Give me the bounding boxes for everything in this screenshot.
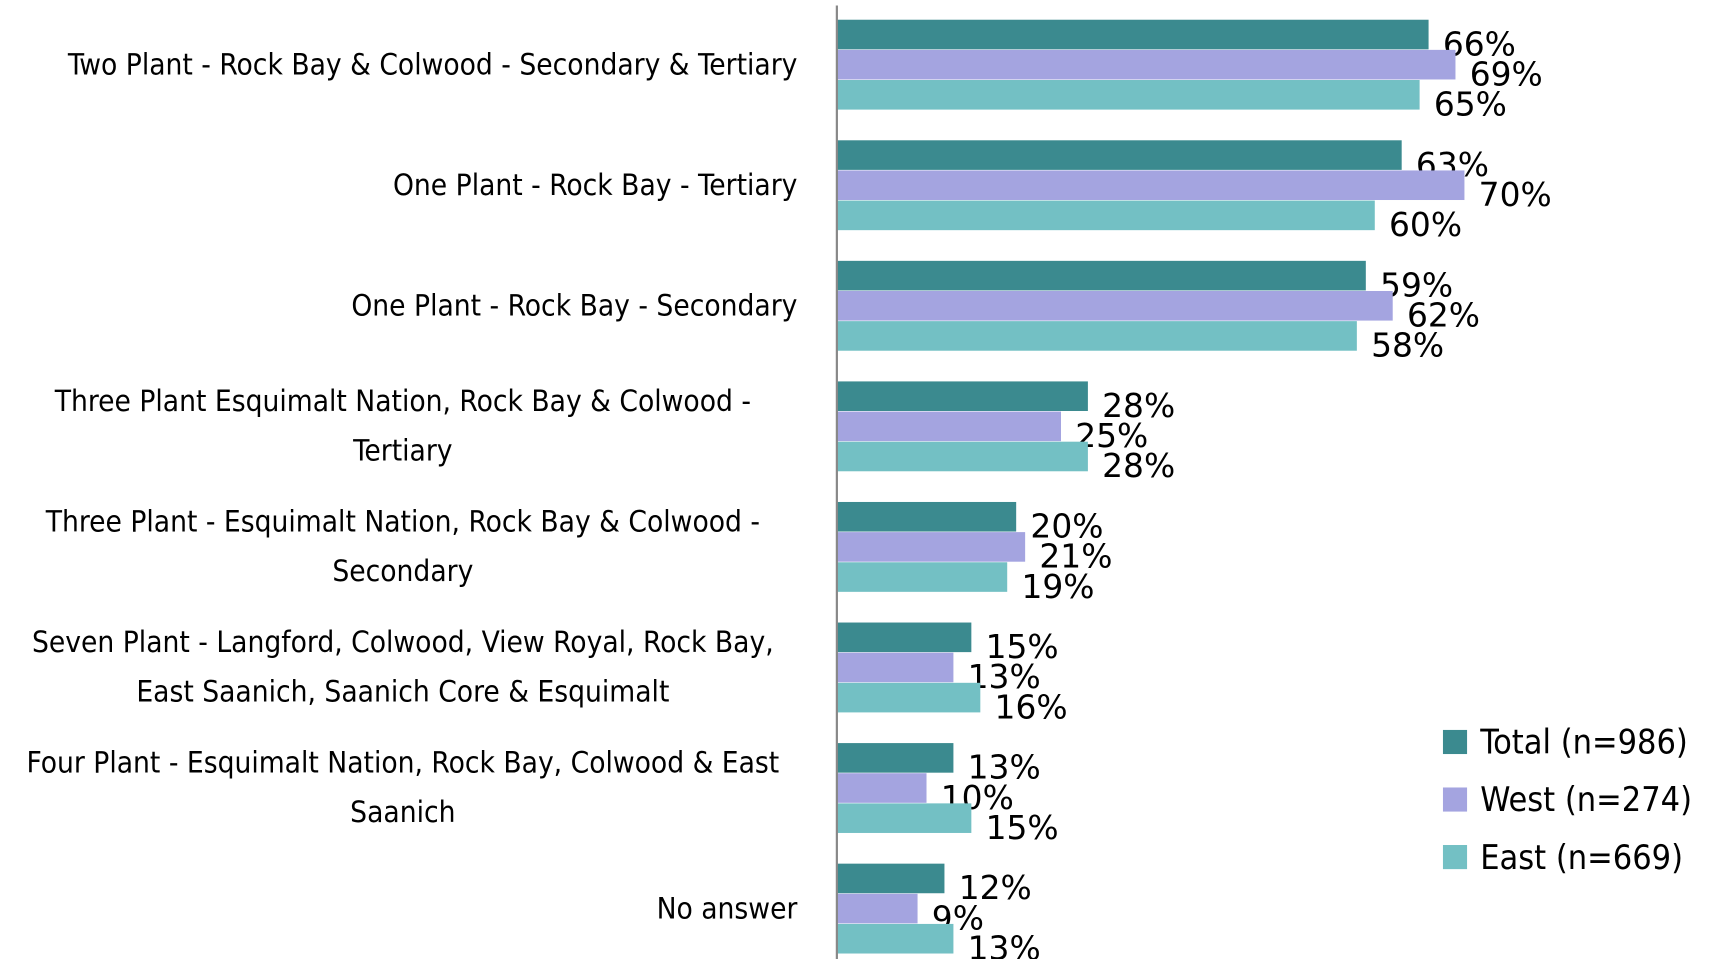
category-label-wrap: One Plant - Rock Bay - Tertiary [8,125,797,246]
bar [836,19,1429,50]
bar [836,80,1420,110]
category-label-box: Three Plant Esquimalt Nation, Rock Bay &… [8,366,797,487]
bar [836,773,927,803]
category-label-box: One Plant - Rock Bay - Tertiary [8,125,797,246]
category-label-box: Seven Plant - Langford, Colwood, View Ro… [8,607,797,728]
legend-label: East (n=669) [1480,838,1683,878]
category-label: Three Plant - Esquimalt Nation, Rock Bay… [45,505,760,589]
data-label: 65% [1434,85,1507,124]
data-label: 16% [995,687,1068,726]
bar [836,411,1061,442]
data-label: 58% [1371,326,1444,365]
category-label: Seven Plant - Langford, Colwood, View Ro… [31,625,774,710]
bar [836,381,1088,411]
bar [836,923,954,954]
data-label: 69% [1470,54,1543,93]
category-label-box: No answer [8,848,798,959]
category-label: One Plant - Rock Bay - Secondary [351,288,798,323]
bar [836,140,1402,170]
category-label-wrap: Four Plant - Esquimalt Nation, Rock Bay,… [8,728,797,849]
category-label-box: Four Plant - Esquimalt Nation, Rock Bay,… [8,728,797,849]
bar [836,321,1357,351]
data-label: 15% [986,627,1059,666]
bar [836,49,1456,80]
category-label-box: Three Plant - Esquimalt Nation, Rock Bay… [8,487,797,608]
category-label: One Plant - Rock Bay - Tertiary [392,168,798,203]
category-label-box: One Plant - Rock Bay - Secondary [8,246,797,367]
category-label: Three Plant Esquimalt Nation, Rock Bay &… [54,384,751,468]
bar [836,501,1017,532]
bar [836,532,1026,562]
bar [836,441,1088,472]
data-label: 15% [986,808,1059,847]
legend-swatch [1442,845,1468,870]
bar [836,260,1366,291]
category-label-box: Two Plant - Rock Bay & Colwood - Seconda… [8,4,798,125]
data-label: 28% [1102,386,1175,425]
legend-swatch [1442,729,1468,755]
data-label: 28% [1102,446,1175,485]
bar [836,863,945,894]
bar [836,290,1393,321]
bar [836,562,1008,592]
legend-swatch [1442,787,1468,812]
category-label-wrap: Three Plant - Esquimalt Nation, Rock Bay… [8,487,797,608]
category-label-wrap: Seven Plant - Langford, Colwood, View Ro… [8,607,797,728]
data-label: 12% [959,868,1032,907]
bar [836,803,972,833]
category-label: No answer [656,891,798,926]
data-label: 21% [1039,537,1112,576]
bar [836,743,954,773]
category-label-wrap: No answer [8,848,798,959]
bar [836,622,972,653]
data-label: 70% [1479,175,1552,214]
data-label: 60% [1389,205,1462,244]
data-label: 20% [1030,506,1103,545]
data-label: 13% [968,748,1041,787]
bar [836,200,1375,231]
category-label: Four Plant - Esquimalt Nation, Rock Bay,… [26,746,780,830]
category-label-wrap: One Plant - Rock Bay - Secondary [8,246,797,367]
legend-label: West (n=274) [1480,780,1692,820]
bar [836,893,918,924]
category-label-wrap: Two Plant - Rock Bay & Colwood - Seconda… [8,4,798,125]
bar [836,652,954,683]
data-label: 19% [1021,567,1094,606]
data-label: 62% [1407,296,1480,335]
legend-label: Total (n=986) [1479,723,1688,763]
bar [836,682,981,713]
category-label-wrap: Three Plant Esquimalt Nation, Rock Bay &… [8,366,797,487]
bar [836,170,1465,201]
category-label: Two Plant - Rock Bay & Colwood - Seconda… [67,47,798,82]
data-label: 13% [968,928,1041,959]
